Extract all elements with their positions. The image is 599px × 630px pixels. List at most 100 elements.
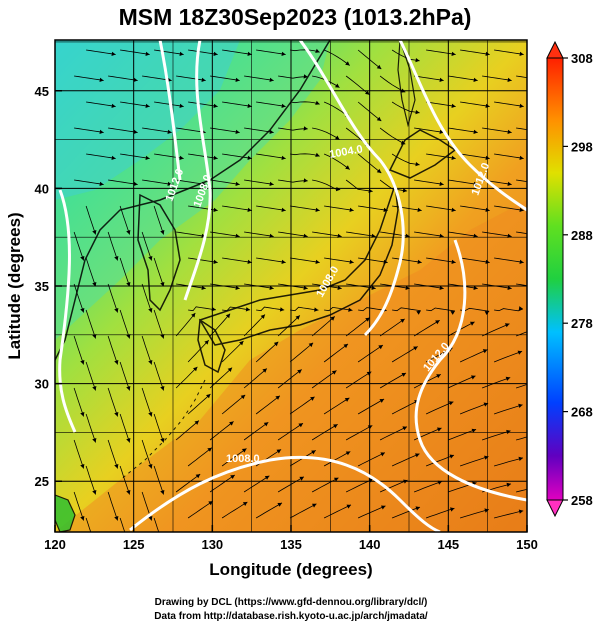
streamline-arrow [80,360,85,365]
streamline [85,205,96,235]
streamline-arrow [207,447,212,452]
streamline [392,257,422,263]
streamline [119,413,130,443]
streamline [86,153,116,159]
streamline [244,75,274,81]
streamline [119,309,130,339]
streamline-arrow [519,155,524,160]
streamline-arrow [518,306,523,311]
streamline-arrow [191,313,196,318]
streamline [515,436,527,441]
streamline [85,257,96,287]
streamline [244,127,274,133]
credit-data: Data from http://database.rish.kyoto-u.a… [154,611,428,622]
streamline-arrow [517,350,523,355]
streamline-arrow [114,256,119,261]
streamline [493,457,524,467]
streamline-arrow [541,484,545,488]
streamline-arrow [365,90,370,95]
streamline [324,205,354,211]
streamline-arrow [126,386,131,391]
isobar-line [398,40,527,212]
streamline [73,387,84,417]
streamline-arrow [148,308,153,313]
streamline-arrow [148,412,153,417]
streamline-arrow [303,178,308,183]
streamline-arrow [160,542,164,547]
streamline [256,257,286,263]
streamline [357,505,386,519]
streamline [255,395,281,415]
streamline [278,179,308,183]
streamline [243,368,268,389]
contour-label: 1004.0 [328,143,363,161]
streamline [323,504,352,519]
streamline-arrow [482,349,488,354]
streamline-arrow [213,207,218,212]
x-axis-label: Longitude (degrees) [209,560,372,579]
colorbar-body [546,57,564,501]
streamline-arrow [279,307,285,312]
x-tick-label: 125 [123,537,145,552]
streamline [278,127,308,131]
streamline-arrow [263,422,269,427]
streamline-arrow [345,451,351,456]
isobar-line [58,189,77,433]
streamline-arrow [345,165,350,170]
streamline-arrow [506,482,511,487]
streamline [493,510,524,519]
streamline [391,101,420,114]
streamline-arrow [247,103,252,108]
streamline-arrow [114,464,119,469]
streamline [277,315,301,337]
streamline-arrow [473,77,478,82]
streamline-arrow [435,320,440,325]
map-title: MSM 18Z30Sep2023 (1013.2hPa) [119,4,472,30]
streamline [73,231,84,261]
streamline-arrow [450,311,455,315]
streamline-arrow [343,343,348,349]
streamline-arrow [239,341,244,346]
streamline-arrow [241,448,247,453]
streamline [426,153,456,159]
streamline [312,179,341,191]
streamline [311,316,336,337]
streamline-arrow [349,207,354,212]
streamline [85,361,96,391]
streamline [210,179,240,185]
y-tick-label: 25 [35,474,49,489]
streamline-arrow [229,421,234,426]
streamline [222,49,252,55]
streamline-arrow [193,366,198,372]
streamline [414,179,444,185]
streamline [290,101,320,105]
streamline-arrow [310,396,315,401]
streamline-arrow [506,429,511,435]
streamline-arrow [206,394,211,399]
streamline-arrow [315,152,320,157]
streamline-arrow [92,334,97,339]
streamline [345,317,370,337]
streamline-arrow [540,378,545,382]
streamline [119,205,130,235]
streamline-arrow [213,103,218,108]
streamline-arrow [439,77,444,82]
streamline [255,341,279,363]
streamline [459,349,488,363]
streamline [392,307,421,312]
streamline [448,127,478,133]
streamline-arrow [297,369,302,374]
streamline-arrow [312,503,317,508]
x-tick-label: 135 [280,537,302,552]
streamline-arrow [542,286,546,290]
streamline-arrow [148,360,153,365]
japan-honshu-coast [198,184,399,346]
streamline [493,404,523,415]
streamline [141,231,152,261]
streamline-arrow [315,48,320,53]
streamline [222,101,252,107]
streamline [494,257,524,263]
streamline-arrow [451,207,456,212]
streamline-arrow [507,285,512,290]
